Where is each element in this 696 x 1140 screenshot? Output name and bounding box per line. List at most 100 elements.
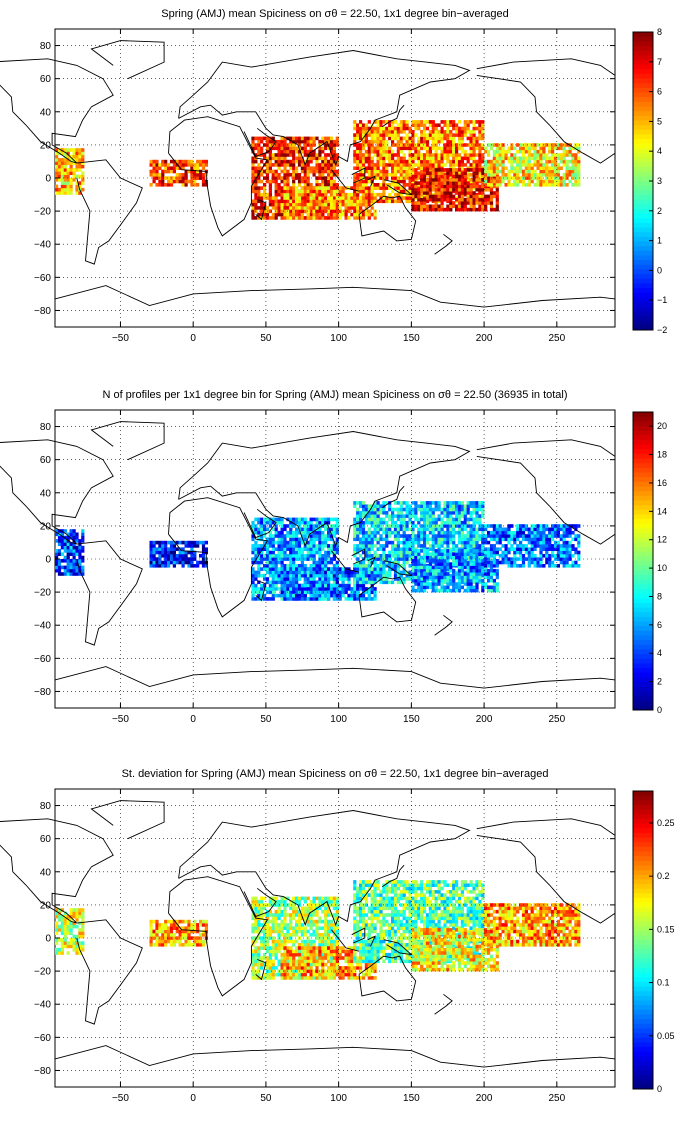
heatmap-cell <box>577 146 581 151</box>
heatmap-cell <box>414 504 418 508</box>
heatmap-cell <box>559 176 563 180</box>
heatmap-cell <box>434 139 438 144</box>
colorbar-tick-label: 1 <box>657 236 662 246</box>
heatmap-cell <box>475 207 479 212</box>
heatmap-cell <box>190 163 194 167</box>
heatmap-cell <box>492 169 496 174</box>
heatmap-cell <box>289 593 293 598</box>
heatmap-cell <box>306 534 310 538</box>
heatmap-cell <box>405 540 409 545</box>
heatmap-cell <box>332 597 336 601</box>
heatmap-cell <box>318 567 322 571</box>
heatmap-cell <box>370 133 374 137</box>
heatmap-cell <box>414 146 418 151</box>
heatmap-cell <box>373 544 377 548</box>
heatmap-cell <box>428 537 432 542</box>
heatmap-cell <box>425 511 430 515</box>
heatmap-cell <box>379 564 383 568</box>
heatmap-cell <box>292 139 296 144</box>
heatmap-cell <box>169 540 174 545</box>
heatmap-cell <box>297 136 302 141</box>
heatmap-cell <box>487 197 491 202</box>
heatmap-cell <box>393 163 398 167</box>
heatmap-cell <box>274 199 278 204</box>
heatmap-cell <box>382 149 386 154</box>
heatmap-cell <box>152 540 156 545</box>
heatmap-cell <box>359 216 363 220</box>
heatmap-cell <box>460 194 464 199</box>
heatmap-cell <box>425 527 430 532</box>
heatmap-cell <box>460 520 464 525</box>
heatmap-cell <box>376 547 380 551</box>
heatmap-cell <box>417 201 421 205</box>
heatmap-cell <box>181 166 185 170</box>
heatmap-cell <box>321 212 325 217</box>
heatmap-cell <box>402 163 406 167</box>
heatmap-cell <box>393 159 398 164</box>
heatmap-cell <box>356 159 360 164</box>
heatmap-cell <box>417 166 421 170</box>
heatmap-cell <box>356 511 360 515</box>
heatmap-cell <box>527 143 531 147</box>
heatmap-cell <box>164 176 168 180</box>
heatmap-cell <box>385 534 389 538</box>
heatmap-cell <box>376 527 380 532</box>
heatmap-cell <box>251 534 255 538</box>
heatmap-cell <box>318 564 322 568</box>
heatmap-cell <box>521 179 526 184</box>
heatmap-cell <box>452 139 456 144</box>
heatmap-cell <box>332 189 336 194</box>
heatmap-cell <box>460 184 464 189</box>
heatmap-cell <box>373 163 377 167</box>
heatmap-cell <box>373 504 377 508</box>
heatmap-cell <box>437 191 441 195</box>
heatmap-cell <box>292 520 296 525</box>
heatmap-cell <box>475 504 479 508</box>
heatmap-cell <box>251 199 255 204</box>
heatmap-cell <box>350 196 354 200</box>
heatmap-cell <box>321 173 325 177</box>
heatmap-cell <box>327 557 331 561</box>
heatmap-cell <box>466 181 470 185</box>
heatmap-cell <box>292 143 296 147</box>
heatmap-cell <box>280 169 284 174</box>
heatmap-cell <box>463 540 467 545</box>
heatmap-cell <box>274 547 278 551</box>
heatmap-cell <box>501 159 505 164</box>
heatmap-cell <box>411 153 415 157</box>
heatmap-cell <box>367 120 371 124</box>
heatmap-cell <box>274 163 278 167</box>
heatmap-cell <box>199 554 203 558</box>
heatmap-cell <box>498 179 502 184</box>
heatmap-cell <box>524 169 528 174</box>
heatmap-cell <box>521 146 526 151</box>
heatmap-cell <box>408 577 412 581</box>
heatmap-cell <box>385 540 389 545</box>
coastline <box>331 169 360 192</box>
heatmap-cell <box>277 153 281 157</box>
heatmap-cell <box>300 564 304 568</box>
heatmap-cell <box>370 130 374 134</box>
coastline <box>476 58 616 76</box>
heatmap-cell <box>309 202 313 207</box>
heatmap-cell <box>292 166 296 170</box>
heatmap-cell <box>391 544 395 548</box>
heatmap-cell <box>449 146 453 151</box>
heatmap-cell <box>289 554 293 558</box>
heatmap-cell <box>312 173 316 177</box>
heatmap-cell <box>78 549 82 553</box>
heatmap-cell <box>335 192 339 197</box>
heatmap-cell <box>469 156 473 161</box>
heatmap-cell <box>335 564 339 568</box>
heatmap-cell <box>391 517 395 522</box>
colorbar-swatch <box>633 264 653 270</box>
heatmap-cell <box>283 534 287 538</box>
heatmap-cell <box>251 573 255 578</box>
heatmap-cell <box>356 557 360 561</box>
heatmap-cell <box>341 212 345 217</box>
heatmap-cell <box>402 189 406 194</box>
heatmap-cell <box>292 146 296 151</box>
heatmap-cell <box>460 524 464 528</box>
heatmap-cell <box>487 173 491 177</box>
heatmap-cell <box>565 169 569 174</box>
